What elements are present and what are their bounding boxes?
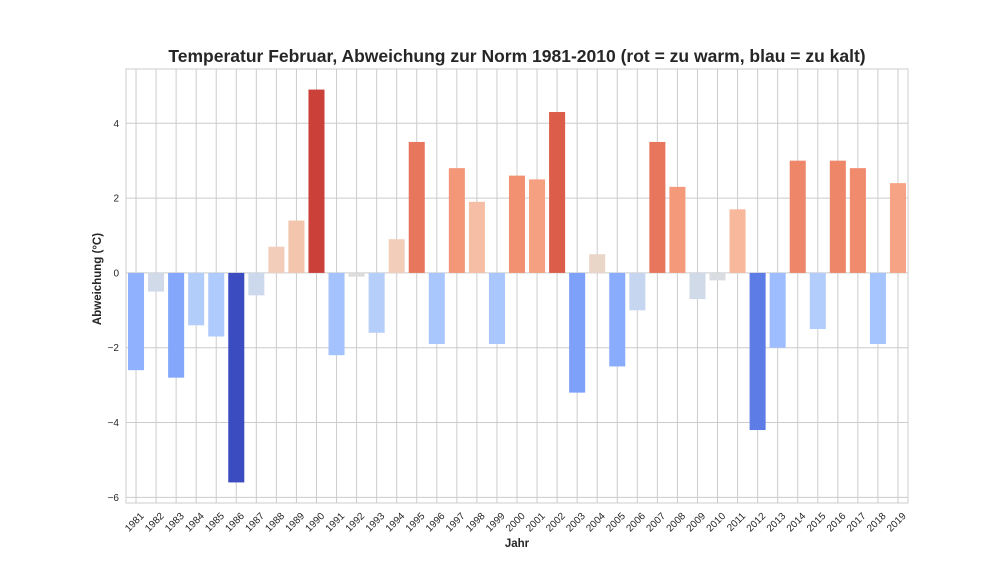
bar-2017 <box>849 168 866 273</box>
bar-2007 <box>649 141 666 273</box>
bar-1995 <box>408 141 425 273</box>
bar-2012 <box>749 272 766 431</box>
chart-title: Temperatur Februar, Abweichung zur Norm … <box>168 46 865 66</box>
y-tick-label: −6 <box>108 493 120 504</box>
bar-2011 <box>729 209 746 273</box>
bar-2019 <box>889 183 906 273</box>
bar-2010 <box>709 272 726 281</box>
bar-2002 <box>549 112 566 273</box>
bar-2018 <box>869 272 886 344</box>
bar-1996 <box>428 272 445 344</box>
bar-1992 <box>348 272 365 277</box>
bar-2013 <box>769 272 786 348</box>
y-tick-label: −2 <box>108 343 120 354</box>
bar-2001 <box>529 179 546 273</box>
y-tick-label: 2 <box>113 194 119 205</box>
bar-2005 <box>609 272 626 367</box>
bar-1983 <box>168 272 185 378</box>
bar-1987 <box>248 272 265 296</box>
bar-1994 <box>388 239 405 273</box>
bar-2014 <box>789 160 806 273</box>
bar-2006 <box>629 272 646 311</box>
bar-1990 <box>308 89 325 273</box>
bar-1981 <box>128 272 145 371</box>
y-tick-labels: −6 −4 −2 0 2 4 <box>108 119 120 504</box>
bar-2000 <box>508 175 526 273</box>
bar-1991 <box>328 272 345 356</box>
bar-2004 <box>589 254 606 273</box>
bar-1999 <box>488 272 505 344</box>
bar-1989 <box>288 220 305 273</box>
bar-1984 <box>188 272 205 326</box>
bar-2015 <box>809 272 826 330</box>
y-axis-label: Abweichung (°C) <box>92 233 104 325</box>
bar-1988 <box>268 246 285 273</box>
bar-1998 <box>468 201 485 273</box>
bar-2003 <box>569 272 586 393</box>
bar-1997 <box>448 168 465 273</box>
bar-2009 <box>689 272 706 300</box>
bar-2008 <box>669 186 686 273</box>
y-tick-label: −4 <box>108 418 120 429</box>
x-axis-label: Jahr <box>505 538 530 550</box>
plot-frame <box>125 68 909 504</box>
y-tick-label: 4 <box>113 119 119 130</box>
bars <box>128 89 906 483</box>
bar-2016 <box>829 160 846 273</box>
bar-1986 <box>228 272 245 483</box>
bar-1982 <box>148 272 165 292</box>
y-tick-label: 0 <box>113 268 119 279</box>
bar-1985 <box>208 272 225 337</box>
bar-1993 <box>368 272 385 333</box>
